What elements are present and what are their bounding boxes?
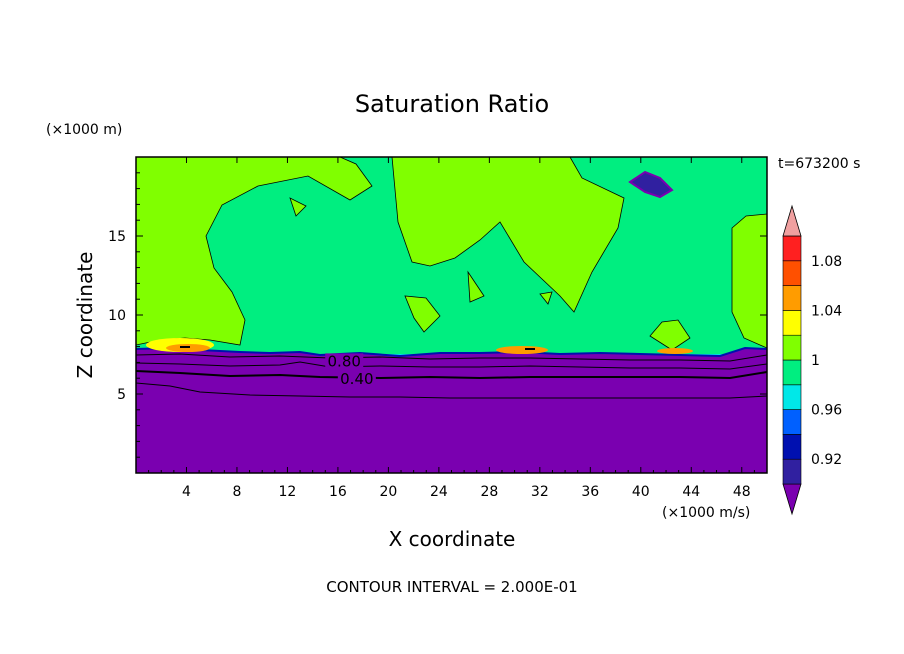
colorbar-extend-high xyxy=(782,204,802,237)
x-axis-label: X coordinate xyxy=(389,527,516,551)
contour-line-020 xyxy=(136,382,767,399)
y-axis-label: Z coordinate xyxy=(73,252,97,379)
x-tick-label: 44 xyxy=(682,484,700,500)
chart-title: Saturation Ratio xyxy=(355,90,549,118)
x-tick-label: 8 xyxy=(232,484,241,500)
x-tick-label: 16 xyxy=(329,484,347,500)
x-tick-label: 48 xyxy=(733,484,751,500)
field-dry-lower-layer xyxy=(136,348,767,473)
contour-label-bg xyxy=(337,370,376,386)
contour-interval-label: CONTOUR INTERVAL = 2.000E-01 xyxy=(326,578,577,596)
contour-labels: 0.800.40 xyxy=(325,352,376,388)
x-tick-label: 36 xyxy=(581,484,599,500)
colorbar-tick-label: 0.96 xyxy=(811,403,842,419)
field-dry-pocket xyxy=(628,170,674,199)
colorbar-swatch xyxy=(782,260,802,286)
contour-line-080 xyxy=(136,353,767,362)
x-tick-label: 20 xyxy=(379,484,397,500)
x-axis: 4 8 12 16 20 24 28 32 36 40 44 48 xyxy=(148,157,768,500)
field-band-upper-edge xyxy=(136,346,767,358)
time-label: t=673200 s xyxy=(778,156,860,172)
colorbar-tick-label: 0.92 xyxy=(811,452,842,468)
x-tick-label: 40 xyxy=(632,484,650,500)
contour-label: 0.80 xyxy=(328,352,361,370)
colorbar-swatch xyxy=(782,235,802,262)
colorbar-swatch xyxy=(782,285,802,311)
colorbar-swatch xyxy=(782,458,802,485)
field-warm-patch-4 xyxy=(657,348,693,354)
contour-label-bg xyxy=(325,353,364,369)
y-axis: 5 10 15 xyxy=(108,172,767,458)
x-tick-label: 24 xyxy=(430,484,448,500)
field-supersaturated-patches xyxy=(136,157,767,351)
y-tick-label: 10 xyxy=(108,308,126,324)
contour-line-060 xyxy=(136,361,767,370)
x-tick-label: 28 xyxy=(480,484,498,500)
colorbar-tick-label: 1 xyxy=(811,353,820,369)
x-tick-label: 32 xyxy=(531,484,549,500)
colorbar-swatch xyxy=(782,409,802,435)
y-tick-label: 15 xyxy=(108,229,126,245)
field-warm-patch-3 xyxy=(496,346,548,354)
colorbar-swatch xyxy=(782,334,802,361)
colorbar: 0.92 0.96 1 1.04 1.08 xyxy=(782,204,842,516)
contour-label: 0.40 xyxy=(340,370,373,388)
x-tick-label: 12 xyxy=(279,484,297,500)
y-unit-label: (×1000 m) xyxy=(46,122,122,138)
colorbar-swatch xyxy=(782,384,802,410)
colorbar-extend-low xyxy=(782,483,802,516)
colorbar-swatch xyxy=(782,434,802,460)
x-unit-label: (×1000 m/s) xyxy=(662,505,750,521)
y-tick-label: 5 xyxy=(117,387,126,403)
contour-line-040 xyxy=(136,370,767,380)
colorbar-tick-label: 1.04 xyxy=(811,303,842,319)
field-warm-patch-6 xyxy=(525,348,535,350)
field-layer xyxy=(136,157,767,473)
colorbar-swatch xyxy=(782,359,802,386)
field-warm-patch-5 xyxy=(180,346,190,348)
x-tick-label: 4 xyxy=(182,484,191,500)
colorbar-swatch xyxy=(782,310,802,336)
colorbar-tick-label: 1.08 xyxy=(811,254,842,270)
